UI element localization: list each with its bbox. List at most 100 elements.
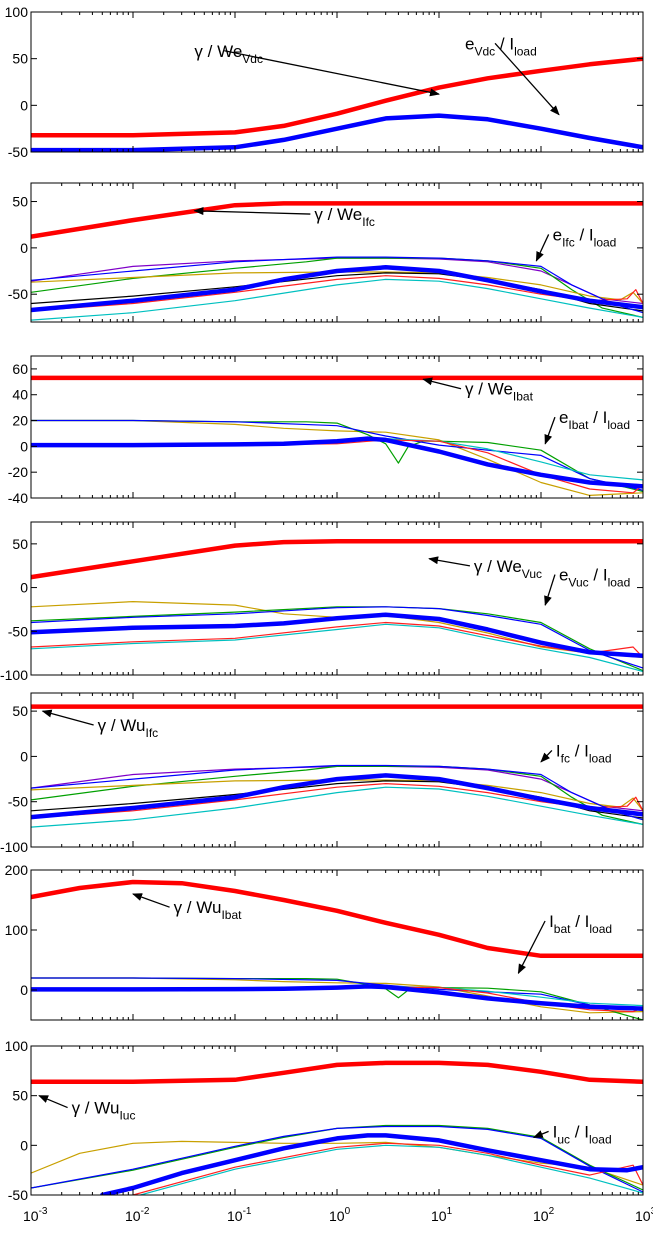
x-tick-label: 10-2 xyxy=(125,1206,150,1224)
y-tick-label: 0 xyxy=(20,748,28,764)
axes-box xyxy=(30,869,644,1021)
annotation-1: γ / WuIbat xyxy=(132,893,243,922)
annotation-1: γ / WeVdc xyxy=(194,42,440,97)
series-line-4 xyxy=(31,1125,643,1193)
annotation-label: γ / WuIuc xyxy=(72,1099,136,1123)
y-tick-label: 100 xyxy=(5,922,29,938)
y-tick-label: 0 xyxy=(20,97,28,113)
series-line-3 xyxy=(31,419,643,493)
y-tick-label: -50 xyxy=(8,794,28,810)
annotation-2: eVuc / Iload xyxy=(544,566,630,607)
series-line-7 xyxy=(31,278,643,321)
annotation-label: Ifc / Iload xyxy=(556,741,612,765)
annotation-2: Ifc / Iload xyxy=(540,741,612,765)
series-line-7 xyxy=(31,984,643,1011)
x-tick-label: 102 xyxy=(533,1206,555,1224)
y-tick-label: -50 xyxy=(8,144,28,160)
y-tick-label: 100 xyxy=(5,1038,29,1054)
series-group xyxy=(31,201,643,321)
series-line-7 xyxy=(100,1133,643,1195)
y-tick-label: -50 xyxy=(8,623,28,639)
series-group xyxy=(31,375,643,496)
y-tick-label: 200 xyxy=(5,862,29,878)
annotation-arrow xyxy=(422,377,462,390)
annotation-arrow xyxy=(224,50,440,97)
subplot-1: -50 0 50 100 γ / WeVdc eVdc / Iload xyxy=(5,4,644,160)
series-line-1 xyxy=(31,538,643,580)
series-line-3 xyxy=(31,1124,643,1191)
x-tick-label: 10-1 xyxy=(227,1206,252,1224)
series-line-6 xyxy=(31,623,643,673)
annotation-label: eVuc / Iload xyxy=(559,566,630,590)
y-tick-label: 50 xyxy=(12,51,28,67)
annotation-arrow xyxy=(132,893,170,908)
annotation-1: γ / WeVuc xyxy=(428,556,542,581)
annotation-1: γ / WuIuc xyxy=(38,1095,136,1123)
subplot-2: -50 0 50 γ / WeIfc eIfc / Iload xyxy=(8,182,644,323)
y-tick-label: 40 xyxy=(12,387,28,403)
series-group xyxy=(31,1060,643,1195)
series-line-7 xyxy=(31,436,643,489)
annotation-label: γ / WeVuc xyxy=(474,557,542,581)
series-line-6 xyxy=(31,782,643,819)
y-tick-label: -100 xyxy=(0,839,28,855)
y-tick-label: 0 xyxy=(20,1137,28,1153)
annotation-arrow xyxy=(38,1095,68,1109)
y-tick-label: 0 xyxy=(20,580,28,596)
y-tick-label: 60 xyxy=(12,361,28,377)
annotation-label: γ / WeVdc xyxy=(194,42,263,66)
annotation-2: Ibat / Iload xyxy=(517,912,612,975)
annotation-2: eVdc / Iload xyxy=(465,34,560,116)
y-tick-label: 20 xyxy=(12,413,28,429)
annotation-arrow xyxy=(544,574,556,607)
subplot-stack: -50 0 50 100 γ / WeVdc eVdc / Iload -50 0 50 γ / … xyxy=(0,4,644,1203)
series-group xyxy=(31,704,643,828)
annotation-label: Iuc / Iload xyxy=(553,1122,612,1146)
series-line-1 xyxy=(31,1060,643,1085)
annotation-label: Ibat / Iload xyxy=(549,912,612,936)
y-tick-label: 100 xyxy=(5,4,29,20)
annotation-arrow xyxy=(517,920,546,975)
y-tick-label: 0 xyxy=(20,240,28,256)
annotation-arrow xyxy=(428,556,471,567)
annotation-1: γ / WeIfc xyxy=(193,205,375,229)
series-line-4 xyxy=(31,779,643,812)
subplot-3: -40 -20 0 20 40 60 γ / WeIbat eIbat / Iload xyxy=(8,355,644,506)
y-tick-label: -20 xyxy=(8,464,28,480)
annotation-1: γ / WuIfc xyxy=(41,709,158,740)
x-tick-label: 103 xyxy=(635,1206,653,1224)
subplot-4: -100 -50 0 50 γ / WeVuc eVuc / Iload xyxy=(0,521,644,683)
y-tick-label: -100 xyxy=(0,667,28,683)
series-line-8 xyxy=(31,764,643,821)
y-tick-label: 50 xyxy=(12,194,28,210)
annotation-arrow xyxy=(494,42,560,116)
series-group xyxy=(31,56,643,152)
annotation-label: γ / WeIfc xyxy=(314,205,375,229)
series-line-7 xyxy=(31,786,643,828)
series-line-6 xyxy=(138,1144,643,1195)
y-tick-label: -50 xyxy=(8,286,28,302)
series-line-1 xyxy=(31,201,643,239)
series-line-9 xyxy=(31,773,643,820)
y-tick-label: 50 xyxy=(12,1088,28,1104)
annotation-arrow xyxy=(535,234,550,262)
annotation-label: eIbat / Iload xyxy=(559,408,630,432)
annotation-label: eVdc / Iload xyxy=(465,34,537,58)
series-line-9 xyxy=(31,265,643,313)
annotation-label: γ / WuIbat xyxy=(174,898,243,922)
series-group xyxy=(31,538,643,673)
annotation-2: Iuc / Iload xyxy=(532,1122,612,1146)
y-tick-label: -40 xyxy=(8,490,28,506)
y-tick-label: 0 xyxy=(20,982,28,998)
y-tick-label: 50 xyxy=(12,536,28,552)
series-line-1 xyxy=(31,56,643,138)
annotation-arrow xyxy=(532,1130,549,1138)
subplot-6: 0 100 200 γ / WuIbat Ibat / Iload xyxy=(5,862,644,1021)
series-line-2 xyxy=(31,1140,643,1186)
shared-x-axis: 10-3 10-2 10-1 100 101 102 103 xyxy=(23,1206,653,1224)
x-tick-label: 10-3 xyxy=(23,1206,48,1224)
subplot-7: -50 0 50 100 γ / WuIuc Iuc / Iload xyxy=(5,1038,644,1203)
y-tick-label: 0 xyxy=(20,438,28,454)
series-line-7 xyxy=(31,612,643,659)
